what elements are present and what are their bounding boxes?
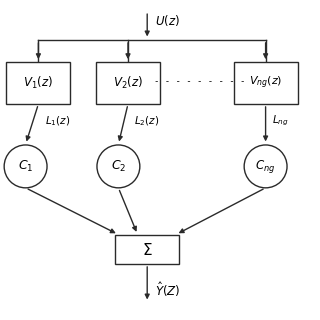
Circle shape xyxy=(97,145,140,188)
Text: $V_{\mathregular{ng}}(z)$: $V_{\mathregular{ng}}(z)$ xyxy=(249,75,282,92)
Bar xyxy=(96,62,160,104)
Bar xyxy=(115,235,179,264)
Text: $C_{\mathregular{ng}}$: $C_{\mathregular{ng}}$ xyxy=(255,158,276,175)
Text: $V_1(z)$: $V_1(z)$ xyxy=(23,75,53,91)
Text: $V_2(z)$: $V_2(z)$ xyxy=(113,75,143,91)
Bar xyxy=(234,62,298,104)
Text: $U(z)$: $U(z)$ xyxy=(155,13,180,28)
Text: $\Sigma$: $\Sigma$ xyxy=(142,242,153,258)
Circle shape xyxy=(244,145,287,188)
Bar xyxy=(6,62,70,104)
Text: $\hat{Y}(Z)$: $\hat{Y}(Z)$ xyxy=(155,280,180,299)
Text: $C_2$: $C_2$ xyxy=(111,159,126,174)
Circle shape xyxy=(4,145,47,188)
Text: $L_2(z)$: $L_2(z)$ xyxy=(134,115,160,128)
Text: $L_1(z)$: $L_1(z)$ xyxy=(45,115,70,128)
Text: $L_{\mathregular{ng}}$: $L_{\mathregular{ng}}$ xyxy=(272,114,289,128)
Text: $C_1$: $C_1$ xyxy=(18,159,33,174)
Text: - - - - - - - - -: - - - - - - - - - xyxy=(154,77,246,86)
